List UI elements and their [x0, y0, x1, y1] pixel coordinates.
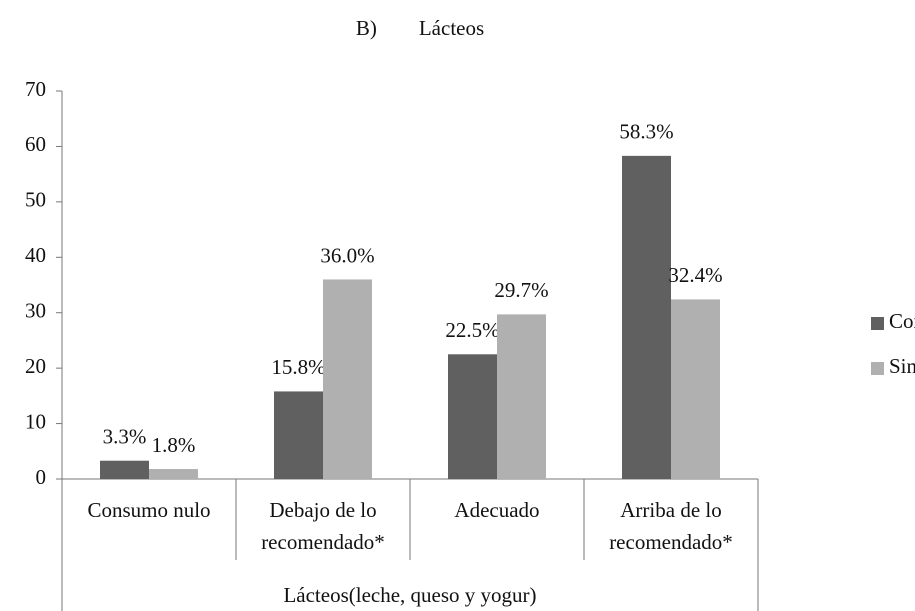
bar [448, 354, 497, 479]
y-tick-label: 50 [25, 188, 46, 212]
chart-title: B) Lácteos [356, 16, 484, 40]
bar [274, 391, 323, 479]
y-tick-label: 30 [25, 299, 46, 323]
data-label: 22.5% [445, 318, 499, 342]
y-tick-label: 60 [25, 132, 46, 156]
data-label: 1.8% [152, 433, 196, 457]
x-tick-label: recomendado* [261, 530, 385, 554]
y-tick-label: 10 [25, 409, 46, 433]
bar [497, 314, 546, 479]
x-axis-label: Lácteos(leche, queso y yogur) [283, 583, 536, 607]
legend-label: Con S.A [889, 309, 915, 333]
y-tick-label: 0 [36, 465, 47, 489]
y-tick-label: 70 [25, 77, 46, 101]
x-tick-label: recomendado* [609, 530, 733, 554]
data-label: 3.3% [103, 425, 147, 449]
data-label: 15.8% [271, 355, 325, 379]
x-tick-label: Consumo nulo [87, 498, 210, 522]
x-tick-label: Debajo de lo [269, 498, 376, 522]
bar [671, 299, 720, 479]
data-label: 36.0% [320, 243, 374, 267]
bar [323, 279, 372, 479]
bar [622, 155, 671, 479]
x-tick-label: Arriba de lo [620, 498, 721, 522]
data-label: 29.7% [494, 278, 548, 302]
data-label: 32.4% [668, 263, 722, 287]
y-tick-label: 40 [25, 243, 46, 267]
legend-swatch [871, 317, 884, 330]
bar [100, 460, 149, 479]
bar [149, 469, 198, 479]
legend-label: Sin S.A [889, 354, 915, 378]
data-label: 58.3% [619, 120, 673, 144]
y-tick-label: 20 [25, 354, 46, 378]
x-tick-label: Adecuado [454, 498, 539, 522]
legend-swatch [871, 362, 884, 375]
